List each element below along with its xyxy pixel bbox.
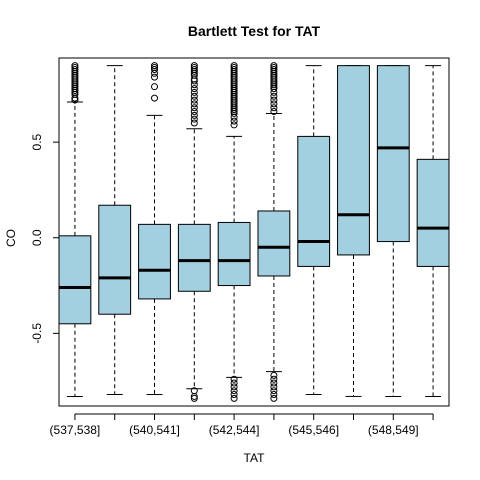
box-3-outlier-4 — [151, 69, 159, 77]
box-6-outlier-23 — [270, 383, 278, 391]
x-tick-label-5: (548,549] — [368, 423, 419, 437]
box-4-outlier-9 — [190, 81, 198, 89]
box-5-outlier-35 — [230, 394, 238, 402]
box-4-outlier-18 — [190, 115, 198, 123]
box-4-outlier-22 — [190, 394, 198, 402]
box-5-outlier-28 — [230, 117, 238, 125]
x-tick-label-3: (542,544] — [209, 423, 260, 437]
plot-area: -0.5 0.0 0.5 (537,538] (540,541] (542,544] (54… — [30, 62, 450, 437]
x-tick-label-1: (537,538] — [50, 423, 101, 437]
chart-title: Bartlett Test for TAT — [188, 23, 321, 39]
box-2-box — [98, 204, 132, 315]
box-5-outlier-32 — [230, 383, 238, 391]
box-4-outlier-16 — [190, 108, 198, 116]
box-4-outlier-8 — [190, 77, 198, 85]
box-4-box — [177, 223, 211, 292]
box-10-box — [416, 158, 450, 267]
box-5-box — [217, 221, 251, 287]
box-4-outlier-14 — [190, 100, 198, 108]
box-6-outlier-26 — [270, 394, 278, 402]
box-5-outlier-26 — [230, 109, 238, 117]
box-6-outlier-21 — [270, 375, 278, 383]
box-6-outlier-11 — [270, 81, 278, 89]
box-5-outlier-31 — [230, 379, 238, 387]
box-7-box — [297, 135, 331, 267]
box-4-outlier-17 — [190, 111, 198, 119]
box-9-box — [376, 65, 410, 243]
box-8-box — [337, 65, 370, 256]
box-4-outlier-15 — [190, 104, 198, 112]
box-5-outlier-24 — [230, 106, 238, 114]
box-4-outlier-21 — [190, 392, 198, 400]
box-5-outlier-27 — [230, 113, 238, 121]
box-6-outlier-19 — [270, 108, 278, 116]
x-axis-label: TAT — [244, 451, 266, 465]
box-3-outlier-6 — [151, 83, 159, 91]
box-4-outlier-13 — [190, 96, 198, 104]
box-3-outlier-5 — [151, 73, 159, 81]
x-tick-label-2: (540,541] — [129, 423, 180, 437]
box-6-outlier-16 — [270, 96, 278, 104]
box-4-outlier-12 — [190, 92, 198, 100]
box-1-outlier-14 — [71, 87, 79, 95]
box-3-outlier-3 — [151, 65, 159, 73]
box-3-outlier-1 — [151, 62, 159, 70]
box-6-outlier-25 — [270, 391, 278, 399]
box-1-outlier-17 — [71, 94, 79, 102]
box-6-outlier-17 — [270, 100, 278, 108]
box-5-outlier-34 — [230, 391, 238, 399]
box-6-outlier-24 — [270, 387, 278, 395]
box-3-outlier-7 — [151, 94, 159, 102]
box-5-outlier-29 — [230, 121, 238, 129]
box-1-outlier-18 — [71, 96, 79, 104]
box-4-outlier-19 — [190, 119, 198, 127]
box-4-outlier-11 — [190, 88, 198, 96]
box-6-outlier-20 — [270, 371, 278, 379]
box-1-box — [58, 235, 92, 325]
box-3-box — [138, 223, 171, 300]
box-4-outlier-4 — [190, 67, 198, 75]
box-6-outlier-13 — [270, 85, 278, 93]
y-tick-label-3: 0.5 — [30, 133, 44, 150]
y-axis-label: CO — [4, 229, 18, 247]
box-4-outlier-10 — [190, 85, 198, 93]
box-6-outlier-14 — [270, 88, 278, 96]
box-5-outlier-33 — [230, 387, 238, 395]
box-6-box — [257, 210, 291, 277]
box-6-outlier-18 — [270, 104, 278, 112]
box-5-outlier-30 — [230, 375, 238, 383]
box-6-outlier-15 — [270, 92, 278, 100]
x-tick-label-4: (545,546] — [288, 423, 339, 437]
y-tick-label-2: 0.0 — [30, 229, 44, 246]
plot-frame — [58, 57, 450, 407]
y-tick-label-1: -0.5 — [30, 323, 44, 344]
box-6-outlier-22 — [270, 379, 278, 387]
